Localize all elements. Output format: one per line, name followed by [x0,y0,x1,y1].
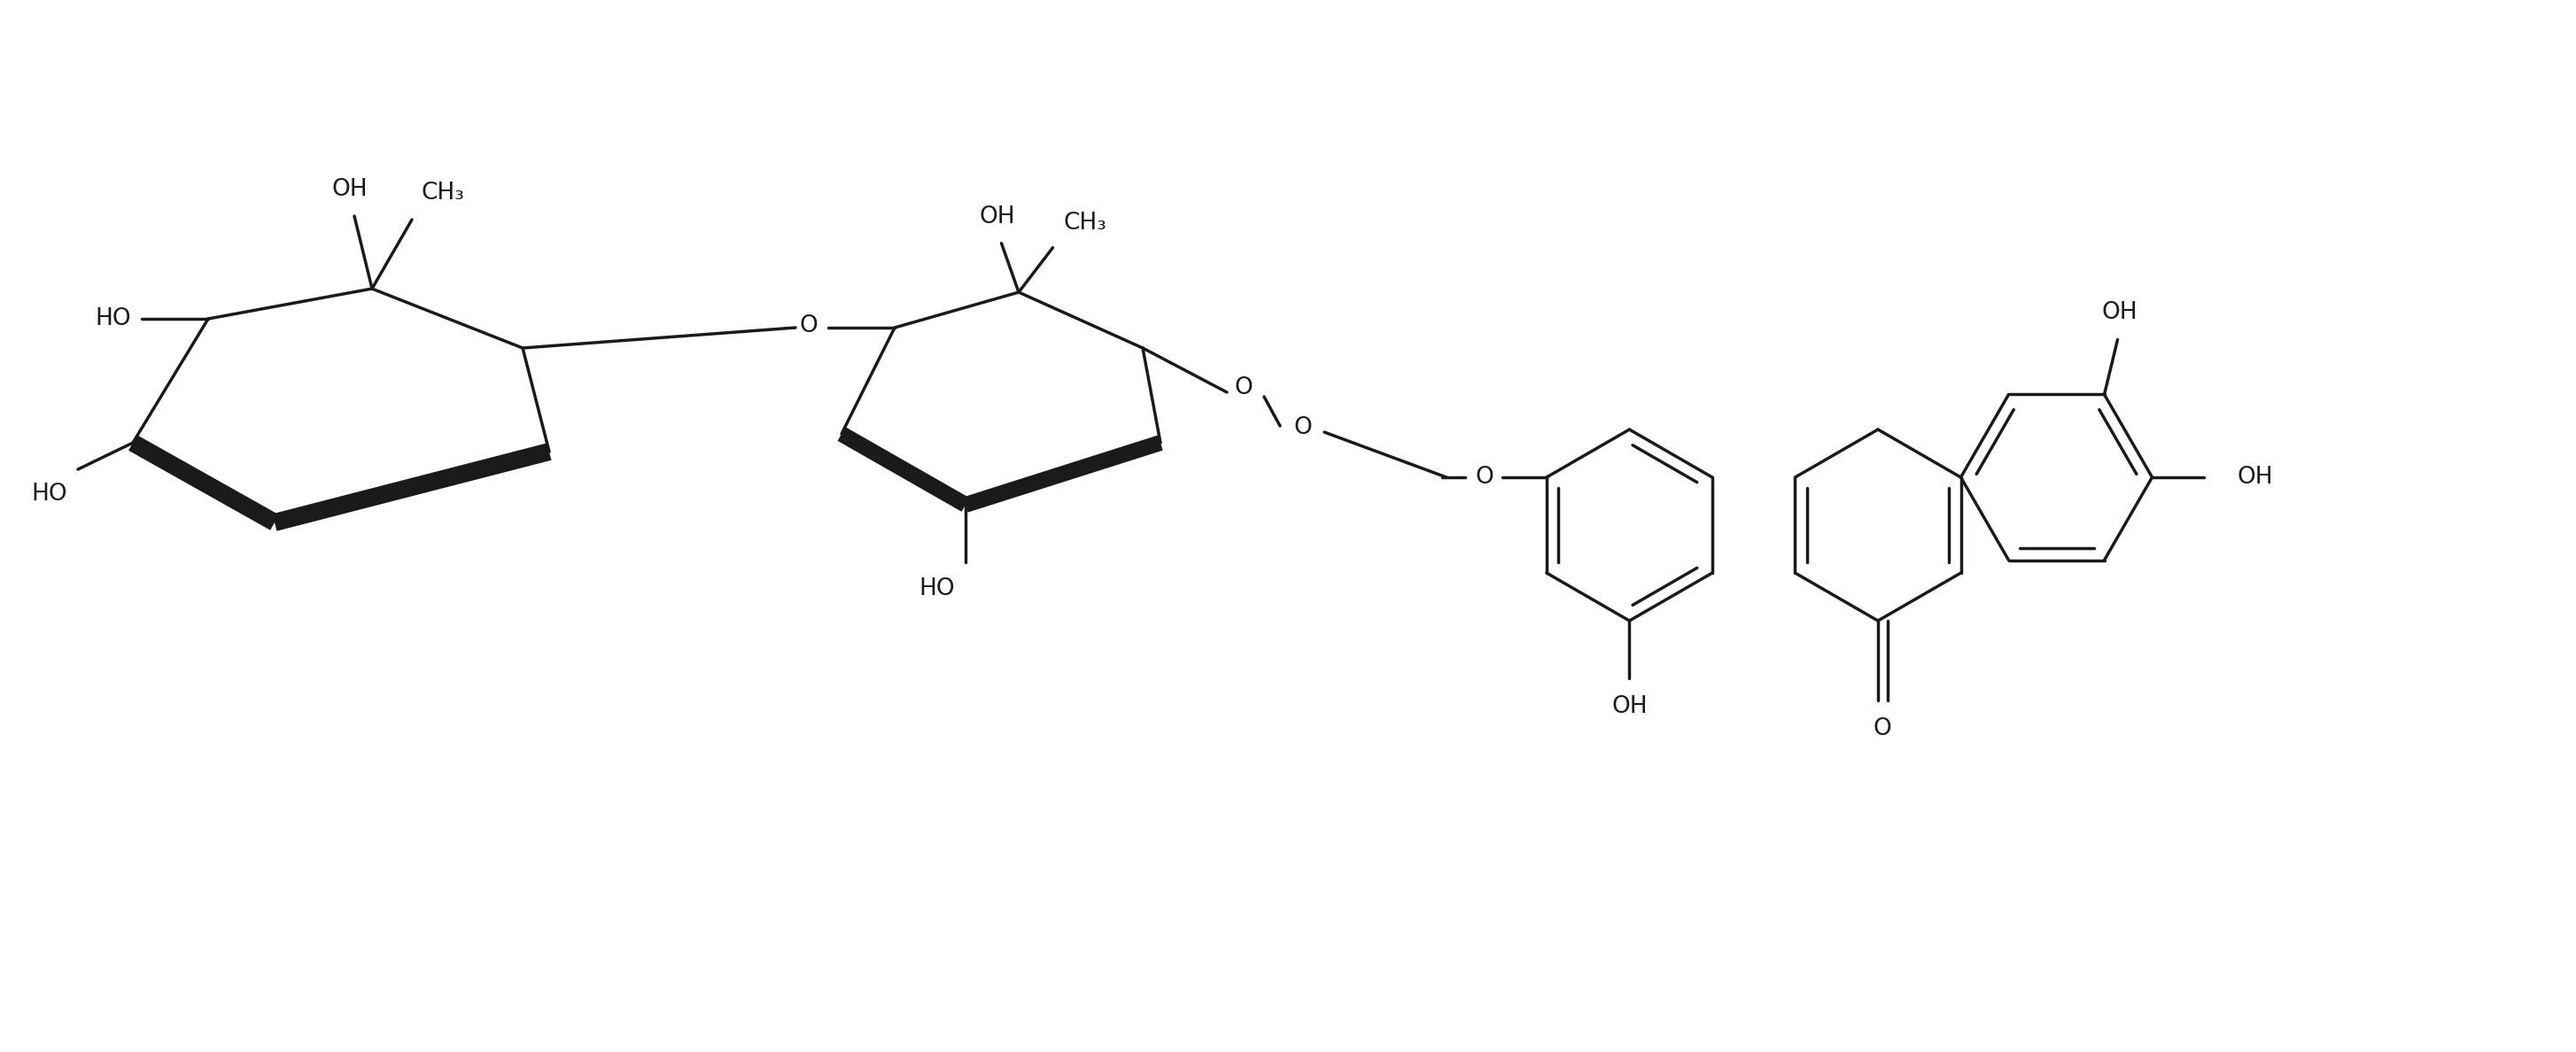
Text: CH₃: CH₃ [420,182,464,204]
Polygon shape [963,436,1162,512]
Text: HO: HO [95,307,131,330]
Text: O: O [1293,417,1311,440]
Text: HO: HO [920,578,956,601]
Text: OH: OH [1613,695,1649,719]
Polygon shape [273,443,551,531]
Text: O: O [1476,466,1494,489]
Polygon shape [837,427,969,511]
Text: OH: OH [979,205,1015,228]
Text: HO: HO [31,483,67,506]
Text: OH: OH [2102,302,2138,324]
Text: O: O [1873,717,1891,741]
Text: O: O [799,315,817,338]
Text: OH: OH [332,178,368,201]
Polygon shape [129,436,278,530]
Text: OH: OH [2236,466,2272,489]
Text: CH₃: CH₃ [1064,211,1108,235]
Text: O: O [1234,377,1252,400]
